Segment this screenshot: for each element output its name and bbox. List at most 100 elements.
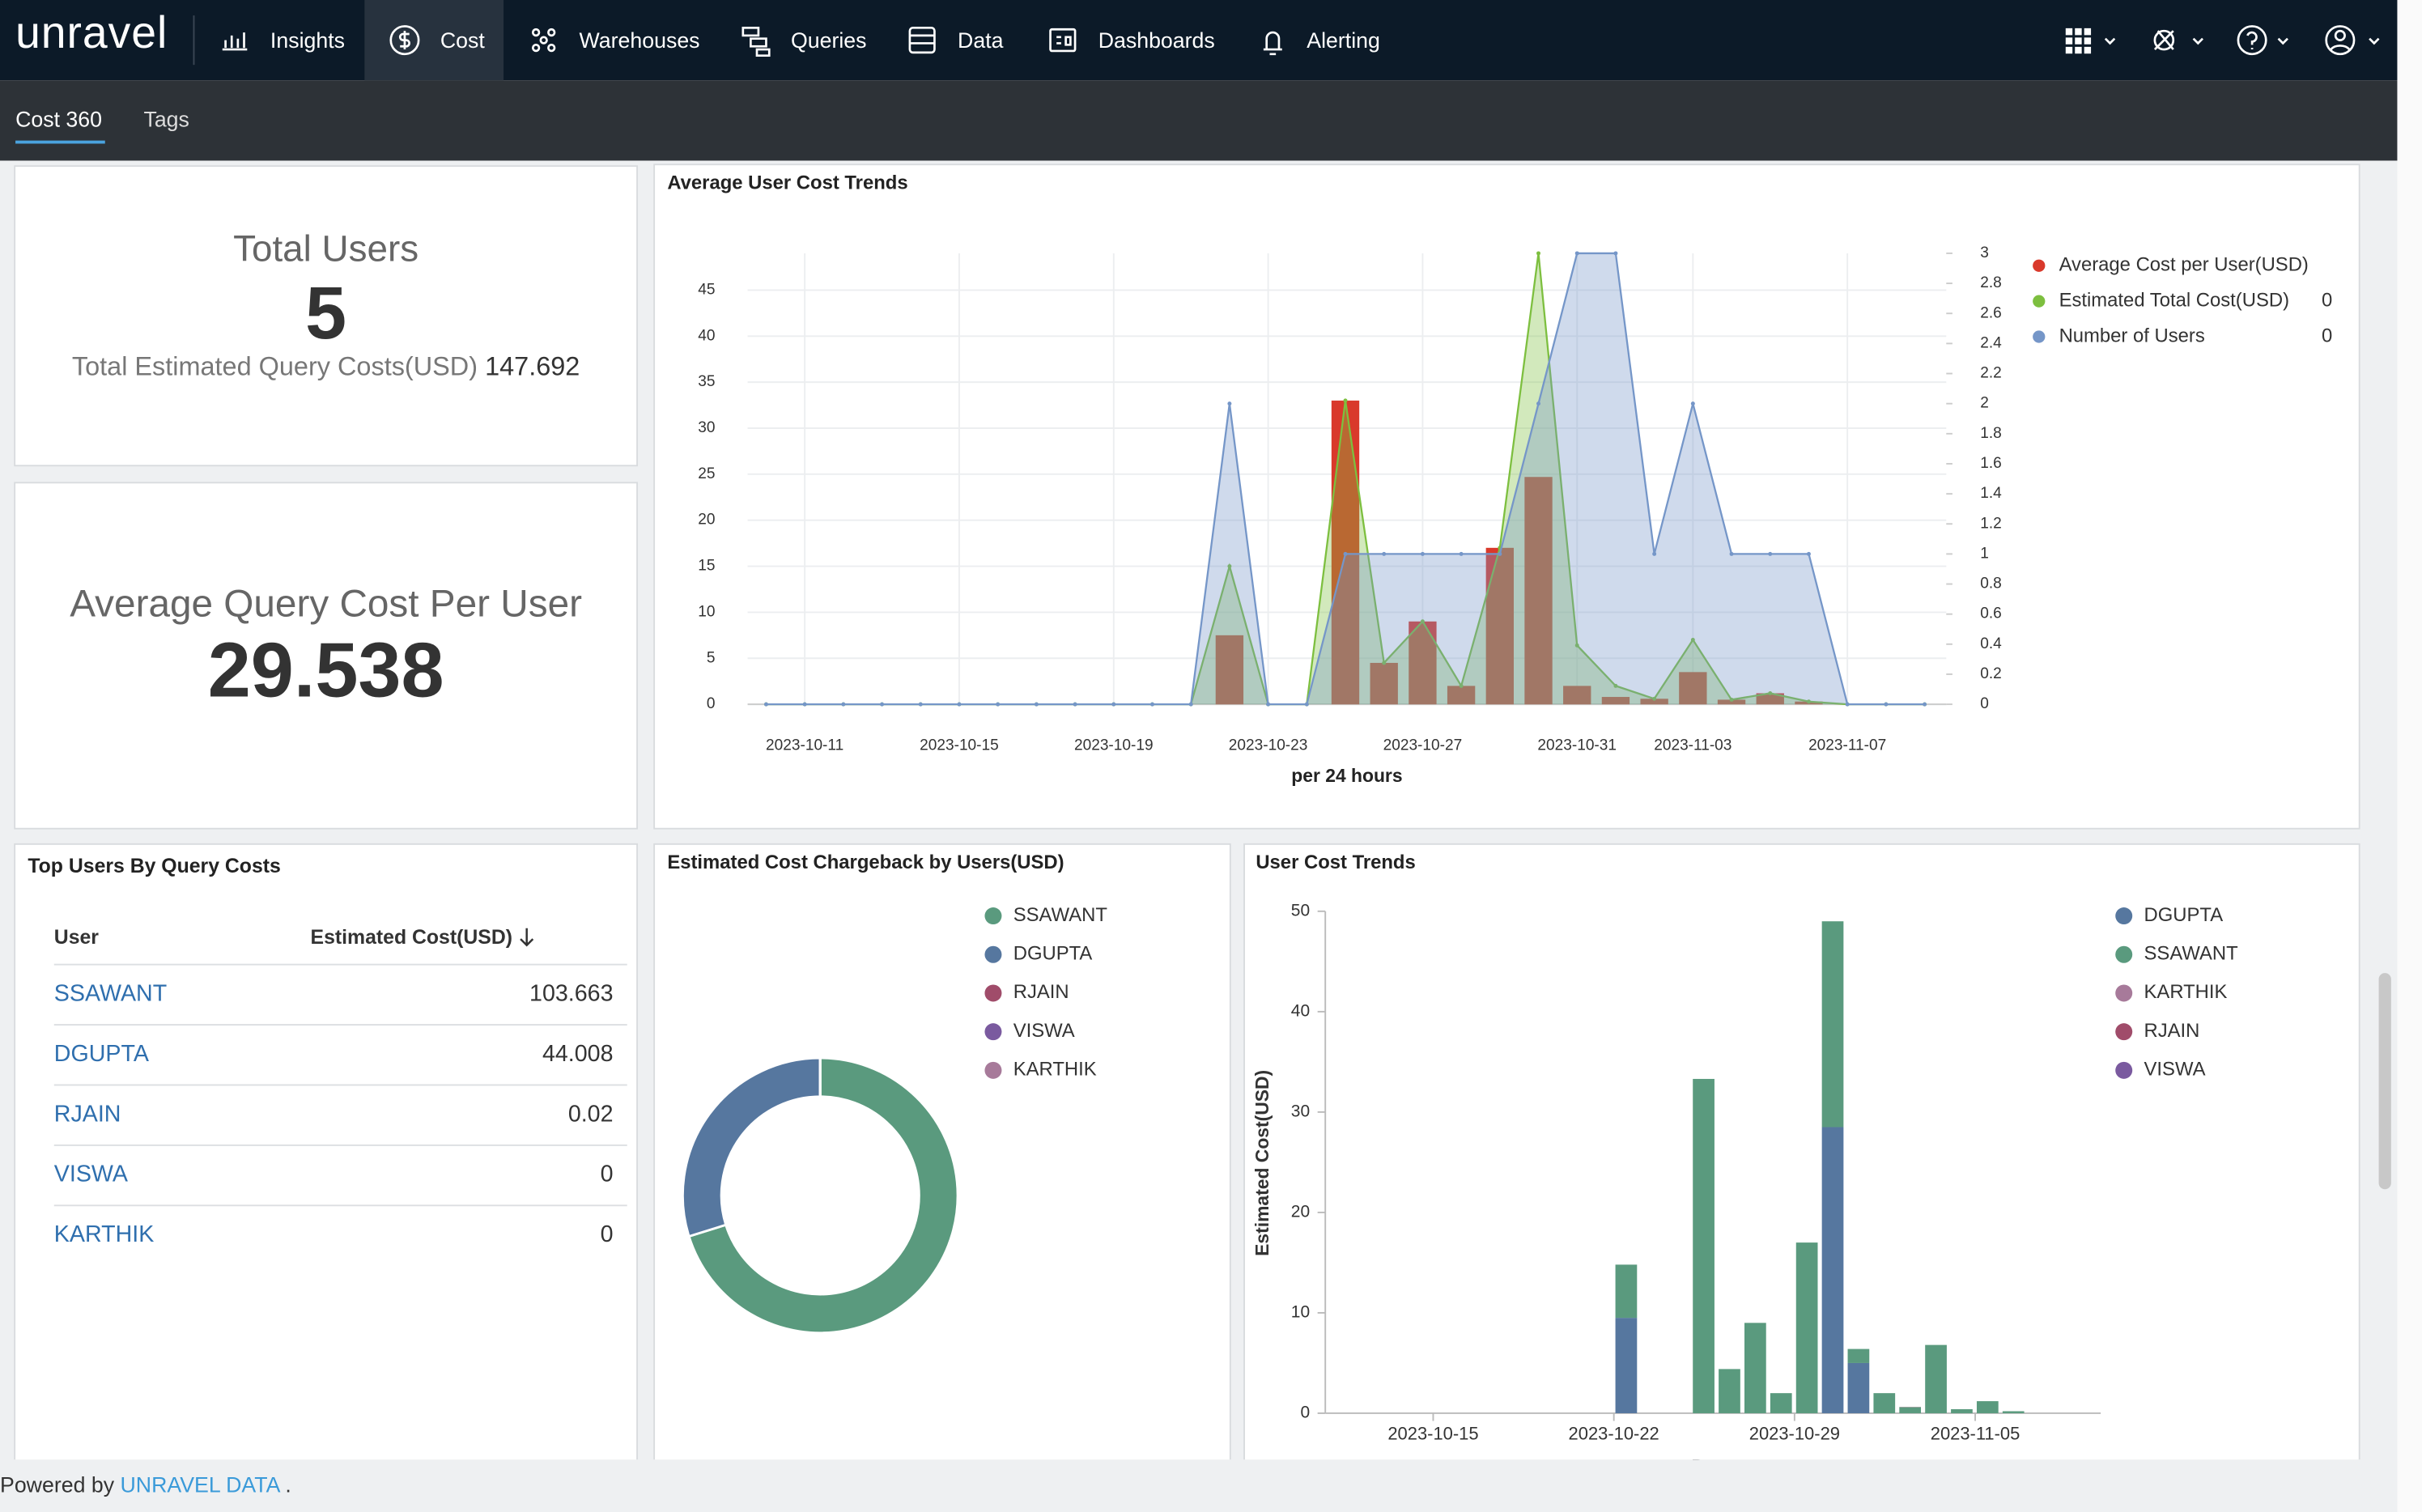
y2-tick-label: 2.6 [1980,304,2002,321]
top-nav: unravel Insights Cost Warehouses Queries… [0,0,2398,81]
bar [1447,686,1476,705]
bar-segment [2002,1411,2025,1413]
kpi-title: Average Query Cost Per User [70,582,583,626]
column-header[interactable]: Estimated Cost(USD) [310,924,513,949]
bar-segment [1951,1409,1973,1413]
y2-tick-label: 0.8 [1980,575,2002,592]
point [1420,551,1425,556]
legend-label: Average Cost per User(USD) [2059,254,2309,276]
y-tick-label: 35 [698,373,715,390]
donut-slice [687,1056,959,1335]
legend-swatch [2115,1061,2133,1079]
column-header: User [53,924,99,949]
bar [1640,699,1668,705]
tab[interactable]: Tags [143,106,189,132]
nav-item[interactable]: Cost [440,28,485,53]
legend-swatch [984,1061,1002,1079]
nav-icons [222,25,2380,57]
y2-tick-label: 0.6 [1980,605,2002,622]
bar [1370,662,1398,705]
y-tick-label: 40 [1291,1001,1310,1020]
point [841,702,846,707]
footer-text: . [285,1472,291,1497]
legend-label: RJAIN [1013,981,1069,1003]
legend-label: VISWA [1013,1020,1075,1042]
nav-item[interactable]: Alerting [1307,28,1380,53]
point [1459,683,1464,688]
footer-text: Powered by [0,1472,115,1497]
point [1768,551,1773,556]
point [1266,702,1271,707]
point [1884,702,1889,707]
point [763,702,768,707]
y-tick-label: 30 [698,419,715,436]
point [1923,702,1927,707]
y2-tick-label: 2.4 [1980,334,2002,351]
sort-icon[interactable] [517,927,536,949]
card: Average Query Cost Per User 29.538 [14,482,639,830]
point [1690,638,1695,643]
user-link[interactable]: DGUPTA [53,1041,149,1068]
user-link[interactable]: VISWA [53,1161,128,1188]
y-tick-label: 50 [1291,901,1310,920]
bar [1717,699,1746,705]
x-tick-label: 2023-10-11 [766,737,843,754]
cell: 103.663 [529,980,614,1008]
y-tick-label: 45 [698,281,715,298]
card: Total Users 5 Total Estimated Query Cost… [14,165,639,467]
bar [1756,693,1784,705]
point [1574,251,1579,256]
legend-label: DGUPTA [1013,943,1093,965]
bar [1563,686,1591,705]
point [1498,551,1502,556]
bar [1215,635,1244,705]
table-row: RJAIN 0.02 [53,1084,627,1145]
bar-segment [1719,1369,1740,1413]
point [1188,702,1193,707]
y2-tick-label: 2.2 [1980,365,2002,382]
x-tick-label: 2023-10-23 [1229,737,1308,754]
y-tick-label: 20 [698,512,715,529]
table-row: VISWA 0 [53,1144,627,1204]
point [1768,690,1773,695]
point [957,702,962,707]
y2-tick-label: 2.8 [1980,274,2002,291]
legend-label: Number of Users [2059,325,2205,346]
scroll-thumb[interactable] [2378,973,2391,1190]
logo[interactable]: unravel [15,9,168,59]
y2-tick-label: 1.6 [1980,455,2002,472]
nav-item[interactable]: Dashboards [1098,28,1215,53]
bar-segment [1899,1407,1922,1413]
cell: 0.02 [567,1101,614,1128]
bar-segment [1770,1393,1792,1413]
tab[interactable]: Cost 360 [15,106,103,132]
nav-item[interactable]: Warehouses [579,28,700,53]
bar [1601,697,1630,705]
user-link[interactable]: RJAIN [53,1101,121,1128]
point [1536,401,1541,406]
bar [1524,477,1553,705]
point [1227,401,1232,406]
point [1652,696,1657,701]
card-title: Top Users By Query Costs [28,854,281,877]
x-tick-label: 2023-11-07 [1808,737,1886,754]
point [918,702,923,707]
x-tick-label: 2023-10-29 [1749,1423,1840,1443]
chart-title: Average User Cost Trends [667,172,907,193]
x-tick-label: 2023-10-22 [1569,1423,1659,1443]
legend-value: 0 [2322,289,2332,311]
footer: Powered by UNRAVEL DATA . [0,1459,2398,1512]
point [802,702,807,707]
point [1382,551,1387,556]
nav-item[interactable]: Data [958,28,1004,53]
nav-item[interactable]: Queries [790,28,867,53]
footer-link[interactable]: UNRAVEL DATA [120,1472,279,1497]
point [1613,683,1618,688]
user-link[interactable]: SSAWANT [53,980,168,1008]
user-link[interactable]: KARTHIK [53,1221,155,1248]
legend-swatch [984,984,1002,1002]
point [1034,702,1039,707]
legend-label: VISWA [2144,1059,2206,1081]
y-tick-label: 0 [707,695,716,712]
nav-item[interactable]: Insights [270,28,345,53]
